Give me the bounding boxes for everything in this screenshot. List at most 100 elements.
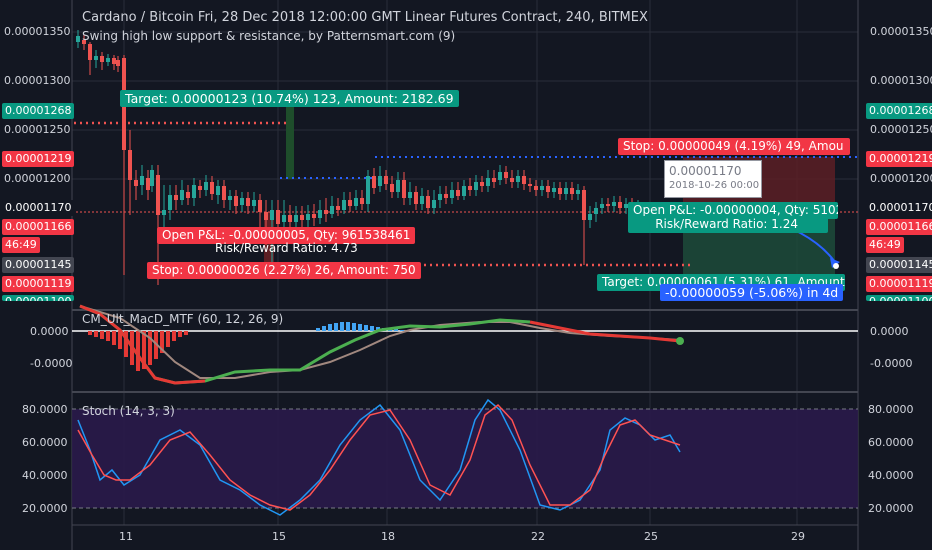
- candle-body: [112, 58, 116, 64]
- macd-bar: [370, 326, 374, 331]
- price-tag-119-right: 0.00001119: [866, 276, 932, 292]
- target-label-left[interactable]: Target: 0.00000123 (10.74%) 123, Amount:…: [120, 90, 459, 107]
- macd-bar: [358, 324, 362, 331]
- candle-body: [612, 202, 616, 206]
- macd-bar: [334, 323, 338, 331]
- candle-body: [318, 210, 322, 218]
- candle-body: [258, 200, 262, 212]
- candle-body: [282, 215, 286, 222]
- stoch-d-line: [77, 403, 681, 511]
- candle-body: [492, 178, 496, 182]
- candle-body: [588, 214, 592, 220]
- candle-body: [306, 214, 310, 220]
- stop-label-left[interactable]: Stop: 0.00000026 (2.27%) 26, Amount: 750: [147, 262, 421, 279]
- candle-body: [246, 198, 250, 206]
- macd-signal-line: [79, 305, 681, 379]
- macd-title[interactable]: CM_Ult_MacD_MTF (60, 12, 26, 9): [82, 312, 284, 326]
- candle-body: [384, 176, 388, 184]
- candle-body: [94, 56, 98, 60]
- candle-body: [76, 36, 80, 42]
- price-axis-left-label: 0.00001200: [4, 172, 71, 185]
- candle-body: [618, 202, 622, 208]
- macd-bar: [142, 331, 146, 369]
- price-axis-right-label: 0.00001250: [870, 123, 932, 136]
- candle-body: [468, 186, 472, 190]
- price-axis-right-label: 0.00001300: [870, 74, 932, 87]
- candle-body: [270, 210, 274, 220]
- candle-body: [462, 186, 466, 196]
- macd-bar: [94, 331, 98, 337]
- price-axis-left-label: 0.00001300: [4, 74, 71, 87]
- price-tag-119: 0.00001119: [2, 276, 75, 292]
- target-zone-left: [286, 107, 294, 179]
- time-axis-label: 15: [272, 530, 286, 543]
- price-tag-166: 0.00001166: [2, 219, 75, 235]
- stop-label-right[interactable]: Stop: 0.00000049 (4.19%) 49, Amou: [618, 138, 850, 155]
- projection-label: -0.00000059 (-5.06%) in 4d: [660, 284, 844, 301]
- macd-axis-right: 0.0000: [870, 325, 909, 338]
- candle-body: [540, 186, 544, 190]
- current-price-tag-left: 0.00001170: [2, 200, 75, 216]
- candle-body: [100, 56, 104, 62]
- price-tag-145: 0.00001145: [2, 257, 75, 273]
- candle-body: [234, 196, 238, 206]
- candle-body: [294, 215, 298, 222]
- candle-body: [516, 176, 520, 182]
- price-axis-right-label: 0.00001350: [870, 25, 932, 38]
- candle-body: [222, 186, 226, 200]
- candle-body: [486, 178, 490, 186]
- macd-bar: [400, 330, 404, 331]
- macd-bar: [166, 331, 170, 347]
- chart-title: Cardano / Bitcoin Fri, 28 Dec 2018 12:00…: [82, 10, 648, 25]
- candle-body: [354, 198, 358, 206]
- macd-axis-left: 0.0000: [30, 325, 69, 338]
- stop-price-tag: 0.00001219: [2, 151, 75, 167]
- stoch-title[interactable]: Stoch (14, 3, 3): [82, 404, 175, 418]
- candle-body: [88, 44, 92, 60]
- candle-body: [312, 214, 316, 218]
- price-tag-166-right: 0.00001166: [866, 219, 932, 235]
- open-pl-label-left[interactable]: Open P&L: -0.00000005, Qty: 961538461: [157, 227, 416, 244]
- current-price-tag-right: 0.00001170: [866, 200, 932, 216]
- countdown-tag: 46:49: [2, 237, 40, 253]
- open-pl-label-right[interactable]: Open P&L: -0.00000004, Qty: 5102: [628, 202, 838, 219]
- candle-body: [498, 172, 502, 180]
- candle-body: [366, 176, 370, 204]
- macd-bar: [136, 331, 140, 371]
- indicator-title: Swing high low support & resistance, by …: [82, 29, 456, 43]
- macd-bar: [148, 331, 152, 365]
- countdown-tag-right: 46:49: [866, 237, 904, 253]
- macd-axis-left: -0.0000: [30, 357, 73, 370]
- macd-axis-right: -0.0000: [870, 357, 913, 370]
- stoch-axis-left: 60.0000: [22, 436, 68, 449]
- candle-body: [216, 186, 220, 195]
- macd-bar: [118, 331, 122, 349]
- candle-body: [162, 210, 166, 215]
- price-axis-left-label: 0.00001250: [4, 123, 71, 136]
- stop-price-tag-right: 0.00001219: [866, 151, 932, 167]
- macd-bar: [364, 325, 368, 331]
- stoch-axis-left: 20.0000: [22, 502, 68, 515]
- candle-body: [210, 182, 214, 194]
- candle-body: [156, 175, 160, 215]
- stoch-band: [72, 409, 858, 508]
- macd-bar: [376, 327, 380, 331]
- price-tag-cut-right: 0.00001100: [866, 295, 932, 301]
- candle-body: [480, 182, 484, 186]
- candle-body: [576, 190, 580, 194]
- candle-body: [510, 178, 514, 182]
- candle-body: [420, 196, 424, 204]
- stoch-axis-right: 40.0000: [868, 469, 914, 482]
- time-axis-label: 25: [644, 530, 658, 543]
- candle-body: [570, 188, 574, 194]
- macd-bar: [322, 326, 326, 331]
- macd-bar: [340, 322, 344, 331]
- price-tag-145-right: 0.00001145: [866, 257, 932, 273]
- time-axis-label: 22: [531, 530, 545, 543]
- macd-bar: [352, 323, 356, 331]
- price-axis-left-label: 0.00001350: [4, 25, 71, 38]
- candle-body: [240, 198, 244, 205]
- risk-reward-label-right: Risk/Reward Ratio: 1.24: [628, 216, 828, 233]
- candle-body: [150, 170, 154, 186]
- candle-body: [558, 188, 562, 194]
